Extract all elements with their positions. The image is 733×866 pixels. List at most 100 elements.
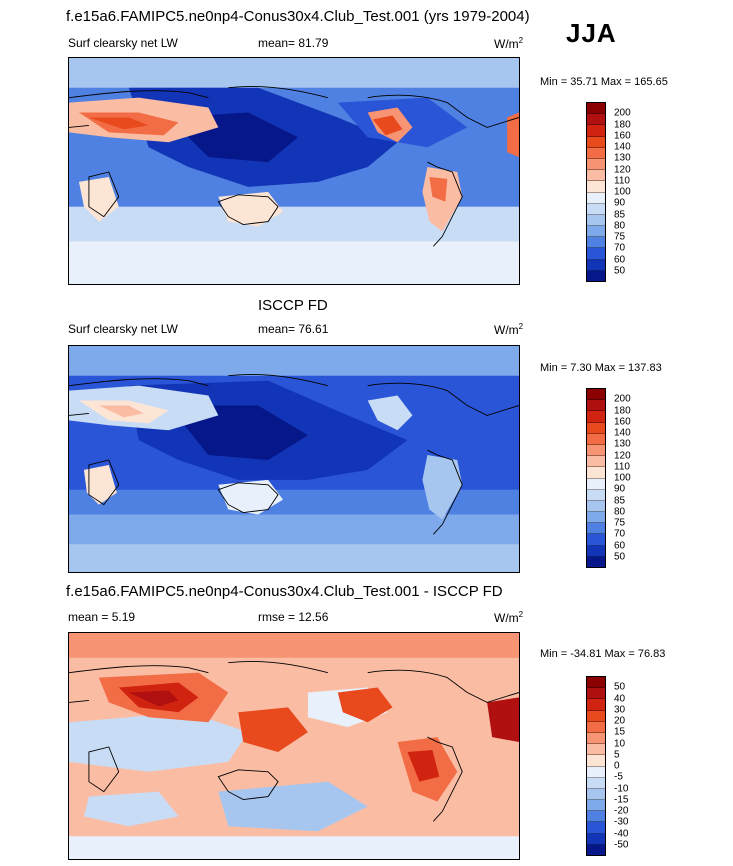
panel2-mean-label: mean= 76.61 <box>258 322 329 336</box>
colorbar-label: 120 <box>614 164 631 175</box>
colorbar-label: 60 <box>614 540 626 551</box>
colorbar-label: 120 <box>614 450 631 461</box>
colorbar-label: 100 <box>614 186 631 198</box>
colorbar-swatch <box>587 226 605 238</box>
panel1-units: W/m2 <box>494 36 524 51</box>
colorbar-swatch <box>587 248 605 260</box>
panel2-minmax: Min = 7.30 Max = 137.83 <box>540 362 662 374</box>
colorbar-label: 50 <box>614 265 626 277</box>
colorbar-swatch <box>587 777 605 789</box>
colorbar-label: 75 <box>614 231 626 243</box>
colorbar-swatch <box>587 467 605 479</box>
colorbar-swatch <box>587 136 605 148</box>
colorbar-label: 50 <box>614 551 626 563</box>
panel3-minmax: Min = -34.81 Max = 76.83 <box>540 648 666 660</box>
colorbar-swatch <box>587 181 605 193</box>
colorbar-swatch <box>587 422 605 434</box>
colorbar-label: 70 <box>614 242 626 254</box>
colorbar-swatch <box>587 500 605 513</box>
colorbar-swatch <box>587 512 605 524</box>
colorbar-swatch <box>587 699 605 711</box>
colorbar-label: -40 <box>614 828 629 839</box>
colorbar-label: 20 <box>614 715 626 727</box>
panel3-units: W/m2 <box>494 610 524 625</box>
panel3-rmse-label: rmse = 12.56 <box>258 610 329 624</box>
colorbar-label: 75 <box>614 517 626 529</box>
colorbar-label: 10 <box>614 738 626 749</box>
panel1-minmax: Min = 35.71 Max = 165.65 <box>540 76 668 88</box>
colorbar-swatch <box>587 844 605 855</box>
colorbar-swatch <box>587 556 605 567</box>
colorbar-label: 5 <box>614 749 620 761</box>
colorbar-label: 100 <box>614 472 631 484</box>
colorbar-swatch <box>587 158 605 171</box>
colorbar-swatch <box>587 125 605 137</box>
colorbar-swatch <box>587 811 605 823</box>
panel1-colorbar <box>586 102 606 282</box>
colorbar-label: 30 <box>614 704 626 716</box>
panel3-map <box>68 632 520 860</box>
colorbar-label: -20 <box>614 805 629 817</box>
panel1-mean-label: mean= 81.79 <box>258 36 329 50</box>
colorbar-swatch <box>587 523 605 535</box>
colorbar-swatch <box>587 545 605 557</box>
colorbar-label: 180 <box>614 119 631 130</box>
colorbar-label: 85 <box>614 495 626 506</box>
colorbar-swatch <box>587 192 605 204</box>
colorbar-swatch <box>587 400 605 412</box>
colorbar-swatch <box>587 755 605 767</box>
colorbar-label: 110 <box>614 175 630 187</box>
colorbar-label: -5 <box>614 771 623 783</box>
panel2-units: W/m2 <box>494 322 524 337</box>
colorbar-label: -30 <box>614 816 629 828</box>
colorbar-swatch <box>587 732 605 745</box>
colorbar-label: 200 <box>614 393 631 405</box>
colorbar-label: 180 <box>614 405 631 416</box>
colorbar-swatch <box>587 433 605 445</box>
colorbar-swatch <box>587 214 605 227</box>
colorbar-swatch <box>587 489 605 501</box>
colorbar-label: 90 <box>614 197 626 209</box>
colorbar-swatch <box>587 788 605 801</box>
panel2-map <box>68 345 520 573</box>
main-title: f.e15a6.FAMIPC5.ne0np4-Conus30x4.Club_Te… <box>66 8 530 25</box>
colorbar-label: -10 <box>614 783 629 794</box>
colorbar-label: 110 <box>614 461 630 473</box>
colorbar-swatch <box>587 270 605 281</box>
panel2-colorbar <box>586 388 606 568</box>
panel3-title: f.e15a6.FAMIPC5.ne0np4-Conus30x4.Club_Te… <box>66 583 503 600</box>
colorbar-label: -50 <box>614 839 629 851</box>
colorbar-swatch <box>587 822 605 834</box>
colorbar-label: 160 <box>614 416 631 428</box>
colorbar-swatch <box>587 103 605 115</box>
colorbar-swatch <box>587 766 605 778</box>
colorbar-swatch <box>587 444 605 457</box>
colorbar-swatch <box>587 677 605 689</box>
colorbar-swatch <box>587 833 605 845</box>
panel1-left-label: Surf clearsky net LW <box>68 36 178 50</box>
colorbar-label: 80 <box>614 506 626 518</box>
colorbar-swatch <box>587 478 605 490</box>
colorbar-label: 50 <box>614 681 626 693</box>
colorbar-swatch <box>587 114 605 126</box>
colorbar-label: 70 <box>614 528 626 540</box>
panel2-title: ISCCP FD <box>258 297 328 314</box>
colorbar-swatch <box>587 800 605 812</box>
panel3-mean-label: mean = 5.19 <box>68 610 136 624</box>
colorbar-swatch <box>587 688 605 700</box>
colorbar-label: 0 <box>614 760 620 772</box>
colorbar-label: 130 <box>614 438 631 450</box>
colorbar-label: 85 <box>614 209 626 220</box>
colorbar-swatch <box>587 147 605 159</box>
season-label: JJA <box>566 18 617 48</box>
colorbar-swatch <box>587 710 605 722</box>
colorbar-swatch <box>587 534 605 546</box>
colorbar-swatch <box>587 389 605 401</box>
colorbar-swatch <box>587 456 605 468</box>
colorbar-swatch <box>587 259 605 271</box>
colorbar-label: 140 <box>614 141 631 153</box>
colorbar-label: 130 <box>614 152 631 164</box>
colorbar-swatch <box>587 203 605 215</box>
colorbar-swatch <box>587 411 605 423</box>
colorbar-swatch <box>587 237 605 249</box>
